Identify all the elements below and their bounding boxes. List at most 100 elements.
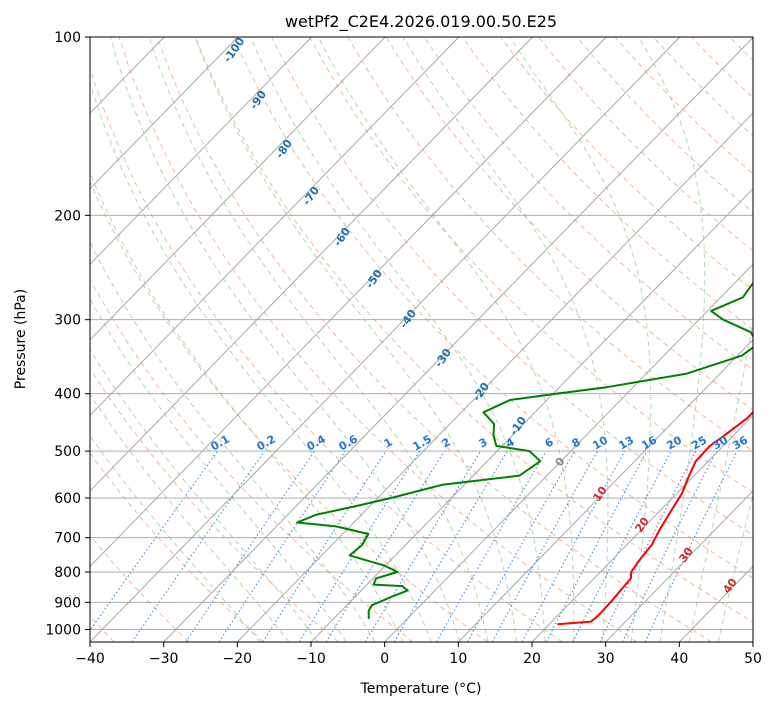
moist-adiabat	[249, 37, 546, 642]
isotherm	[752, 641, 753, 642]
y-axis: 100 200 300 400 500 600 700 800 900 1000	[45, 30, 90, 638]
isotherm	[163, 37, 753, 642]
x-tick-label: 0	[380, 651, 389, 667]
dry-adiabat	[462, 37, 753, 331]
dry-adiabat-label: 20	[632, 515, 652, 535]
background-lines	[90, 37, 775, 642]
x-tick-label: −20	[223, 651, 253, 667]
y-tick-label: 500	[54, 444, 81, 460]
moist-adiabat	[90, 240, 376, 642]
y-tick-label: 600	[54, 491, 81, 507]
x-tick-label: 10	[449, 651, 467, 667]
dry-adiabat-label: 30	[676, 545, 696, 565]
isotherm	[90, 37, 533, 492]
moist-adiabat	[90, 298, 347, 642]
x-tick-label: 40	[670, 651, 688, 667]
dry-adiabat	[423, 37, 753, 371]
mixing-ratio-label: 6	[543, 435, 556, 450]
mixing-ratio-line	[218, 450, 346, 642]
mixing-ratio-line	[185, 450, 315, 642]
moist-adiabat	[90, 348, 319, 642]
dry-adiabat	[768, 37, 775, 642]
dry-adiabat-label: 40	[720, 576, 740, 596]
moist-adiabat	[90, 434, 261, 642]
x-tick-label: 20	[523, 651, 541, 667]
moist-adiabat	[509, 37, 652, 642]
dry-adiabat	[118, 37, 638, 642]
dry-adiabat	[652, 37, 753, 137]
x-tick-label: 30	[597, 651, 615, 667]
plot-area: -100-90-80-70-60-50-40-30-20-10010203040…	[89, 35, 775, 643]
mixing-ratio-line	[621, 450, 717, 642]
mixing-ratio-label: 36	[730, 433, 750, 452]
x-tick-label: 50	[744, 651, 762, 667]
y-tick-label: 800	[54, 565, 81, 581]
moist-adiabat	[90, 393, 290, 642]
dry-adiabat-label: -80	[273, 137, 295, 161]
isotherm	[531, 414, 753, 642]
dry-adiabat-label: -50	[363, 267, 385, 291]
dry-adiabat	[271, 37, 753, 536]
dry-adiabat	[90, 367, 339, 642]
dry-adiabat-label: -30	[432, 346, 454, 370]
isotherm	[605, 490, 753, 642]
y-tick-label: 300	[54, 313, 81, 329]
mixing-ratio-line	[521, 450, 626, 642]
y-tick-label: 900	[54, 595, 81, 611]
mixing-ratio-label: 1	[382, 435, 395, 450]
dry-adiabat-label: 10	[590, 484, 610, 504]
mixing-ratio-label: 0.4	[305, 432, 329, 453]
mixing-ratio-line	[90, 450, 219, 632]
x-tick-label: −40	[75, 651, 105, 667]
x-axis-label: Temperature (°C)	[360, 681, 482, 697]
moist-adiabat	[90, 81, 432, 642]
mixing-ratio-label: 30	[710, 433, 730, 452]
mixing-ratio-label: 20	[664, 433, 684, 452]
moist-adiabat	[317, 37, 575, 642]
dry-adiabat	[500, 37, 753, 291]
contour-labels: -100-90-80-70-60-50-40-30-20-10010203040…	[209, 35, 751, 596]
mixing-ratio-line	[644, 450, 738, 642]
dry-adiabat	[691, 37, 753, 99]
mixing-ratio-label: 13	[616, 434, 636, 453]
mixing-ratio-label: 8	[570, 435, 583, 450]
isotherm	[458, 339, 753, 642]
mixing-ratio-label: 0.1	[209, 432, 232, 453]
mixing-ratio-label: 0.2	[255, 432, 278, 453]
isotherm	[90, 37, 681, 642]
y-tick-label: 200	[54, 208, 81, 224]
isotherm	[90, 37, 607, 568]
mixing-ratio-line	[364, 450, 482, 642]
mixing-ratio-line	[599, 450, 697, 642]
isotherm	[90, 37, 239, 190]
y-axis-label: Pressure (hPa)	[13, 289, 29, 389]
dry-adiabat	[233, 37, 753, 579]
dry-adiabat	[385, 37, 753, 411]
dry-adiabat	[614, 37, 753, 175]
y-tick-label: 700	[54, 531, 81, 547]
dry-adiabat-label: -90	[247, 88, 269, 112]
temperature-profile	[557, 410, 753, 626]
moist-adiabat	[148, 37, 489, 642]
moist-adiabat	[109, 37, 461, 642]
isotherm	[90, 37, 460, 416]
y-tick-label: 400	[54, 387, 81, 403]
x-tick-label: −10	[296, 651, 326, 667]
moist-adiabat	[717, 493, 753, 642]
dry-adiabat	[90, 66, 563, 642]
moist-adiabat	[402, 37, 609, 642]
mixing-ratio-line	[467, 450, 576, 642]
y-tick-label: 100	[54, 30, 81, 46]
dry-adiabat	[90, 180, 488, 642]
mixing-ratio-label: 16	[639, 433, 659, 452]
dewpoint-profile	[296, 281, 753, 619]
isotherm	[90, 37, 312, 265]
dry-adiabat-label: -70	[300, 184, 322, 208]
dry-adiabat	[90, 278, 414, 642]
isotherm	[90, 37, 386, 341]
pressure-gridlines	[90, 37, 753, 642]
dry-adiabat	[156, 37, 712, 642]
mixing-ratio-line	[572, 450, 672, 642]
sounding-series	[296, 281, 753, 626]
